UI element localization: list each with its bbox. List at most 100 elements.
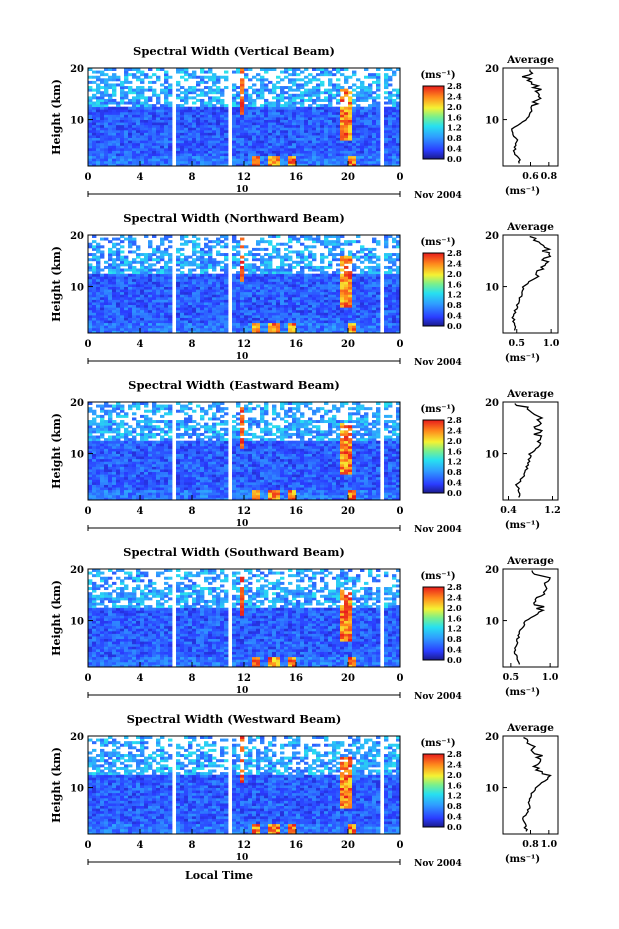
heatmap-cells xyxy=(88,736,401,835)
colorbar-tick-label: 2.4 xyxy=(447,426,462,436)
colorbar-unit: (ms⁻¹) xyxy=(420,237,455,248)
x-tick-label: 4 xyxy=(137,840,144,851)
date-label: Nov 2004 xyxy=(414,191,462,201)
avg-x-tick-label: 1.0 xyxy=(543,338,560,349)
x-tick-label: 0 xyxy=(397,172,404,183)
colorbar-tick-label: 2.8 xyxy=(447,750,462,760)
panel-title: Spectral Width (Eastward Beam) xyxy=(128,378,340,392)
colorbar-tick-label: 1.2 xyxy=(447,625,462,635)
average-profile-line xyxy=(511,235,552,331)
panel-5: Spectral Width (Westward Beam) 10 20 0 4 8 12 1… xyxy=(50,712,559,869)
average-title: Average xyxy=(506,555,554,567)
colorbar-tick-label: 2.0 xyxy=(447,270,462,280)
x-axis-label: Local Time xyxy=(185,869,253,882)
x-tick-label: 16 xyxy=(289,339,303,350)
colorbar-tick-label: 1.6 xyxy=(447,113,462,123)
y-tick-label: 10 xyxy=(70,450,84,461)
average-title: Average xyxy=(506,221,554,233)
avg-x-tick-label: 0.4 xyxy=(500,505,517,516)
avg-y-tick-label: 20 xyxy=(485,565,499,576)
avg-y-tick-label: 20 xyxy=(485,732,499,743)
y-axis-label: Height (km) xyxy=(50,747,63,823)
colorbar-unit: (ms⁻¹) xyxy=(420,70,455,81)
x-tick-label: 4 xyxy=(137,673,144,684)
avg-y-tick-label: 10 xyxy=(485,617,499,628)
average-title: Average xyxy=(506,54,554,66)
colorbar-tick-label: 2.0 xyxy=(447,437,462,447)
x-tick-label: 0 xyxy=(397,339,404,350)
colorbar-tick-label: 2.0 xyxy=(447,103,462,113)
average-frame xyxy=(502,67,559,167)
x-tick-label: 0 xyxy=(85,673,92,684)
avg-y-tick-label: 10 xyxy=(485,283,499,294)
colorbar-tick-label: 2.8 xyxy=(447,583,462,593)
x-tick-label: 12 xyxy=(237,506,251,517)
x-tick-label: 20 xyxy=(341,673,355,684)
avg-x-axis-label: (ms⁻¹) xyxy=(505,854,540,865)
x-tick-label: 0 xyxy=(85,172,92,183)
y-tick-label: 10 xyxy=(70,784,84,795)
colorbar-tick-label: 0.4 xyxy=(447,312,462,322)
average-title: Average xyxy=(506,722,554,734)
x-tick-label: 16 xyxy=(289,673,303,684)
colorbar-unit: (ms⁻¹) xyxy=(420,738,455,749)
colorbar-tick-label: 1.2 xyxy=(447,792,462,802)
panel-title: Spectral Width (Westward Beam) xyxy=(127,712,342,726)
y-tick-label: 10 xyxy=(70,617,84,628)
avg-x-tick-label: 0.5 xyxy=(503,672,520,683)
colorbar-tick-label: 2.4 xyxy=(447,760,462,770)
day-label: 10 xyxy=(236,185,249,195)
colorbar-tick-label: 2.4 xyxy=(447,259,462,269)
average-profile-line xyxy=(510,69,542,164)
panel-title: Spectral Width (Northward Beam) xyxy=(123,211,345,225)
x-tick-label: 8 xyxy=(189,506,196,517)
x-tick-label: 12 xyxy=(237,339,251,350)
date-label: Nov 2004 xyxy=(414,358,462,368)
x-tick-label: 16 xyxy=(289,506,303,517)
x-tick-label: 0 xyxy=(397,840,404,851)
day-label: 10 xyxy=(236,686,249,696)
colorbar-unit: (ms⁻¹) xyxy=(420,404,455,415)
x-tick-label: 20 xyxy=(341,172,355,183)
x-tick-label: 0 xyxy=(85,506,92,517)
colorbar-tick-label: 1.6 xyxy=(447,280,462,290)
average-frame xyxy=(502,735,559,835)
x-tick-label: 12 xyxy=(237,172,251,183)
x-tick-label: 8 xyxy=(189,339,196,350)
avg-y-tick-label: 20 xyxy=(485,398,499,409)
avg-y-tick-label: 10 xyxy=(485,450,499,461)
y-tick-label: 10 xyxy=(70,283,84,294)
colorbar-tick-label: 0.4 xyxy=(447,813,462,823)
colorbar xyxy=(422,85,445,160)
x-tick-label: 12 xyxy=(237,673,251,684)
average-title: Average xyxy=(506,388,554,400)
x-tick-label: 0 xyxy=(85,339,92,350)
panel-3: Spectral Width (Eastward Beam) 10 20 0 4 8 12 1… xyxy=(50,378,561,535)
y-axis-label: Height (km) xyxy=(50,580,63,656)
x-tick-label: 0 xyxy=(85,840,92,851)
colorbar-tick-label: 0.0 xyxy=(447,155,462,165)
heatmap-cells xyxy=(88,235,401,334)
date-label: Nov 2004 xyxy=(414,692,462,702)
average-profile-line xyxy=(522,736,552,832)
x-tick-label: 4 xyxy=(137,172,144,183)
x-tick-label: 8 xyxy=(189,840,196,851)
average-profile-line xyxy=(514,403,544,498)
x-tick-label: 20 xyxy=(341,506,355,517)
colorbar-tick-label: 2.4 xyxy=(447,92,462,102)
y-axis-label: Height (km) xyxy=(50,246,63,322)
avg-x-tick-label: 0.5 xyxy=(508,338,525,349)
colorbar-tick-label: 0.8 xyxy=(447,301,462,311)
y-tick-label: 20 xyxy=(70,565,84,576)
avg-x-tick-label: 0.8 xyxy=(541,171,558,182)
x-tick-label: 12 xyxy=(237,840,251,851)
panel-1: Spectral Width (Vertical Beam) 10 20 0 4 8 12 1… xyxy=(50,44,559,201)
colorbar xyxy=(422,252,445,327)
colorbar-tick-label: 0.0 xyxy=(447,656,462,666)
colorbar-tick-label: 0.8 xyxy=(447,635,462,645)
colorbar xyxy=(422,419,445,494)
x-tick-label: 20 xyxy=(341,840,355,851)
y-tick-label: 10 xyxy=(70,116,84,127)
colorbar-tick-label: 2.0 xyxy=(447,604,462,614)
avg-y-tick-label: 10 xyxy=(485,116,499,127)
